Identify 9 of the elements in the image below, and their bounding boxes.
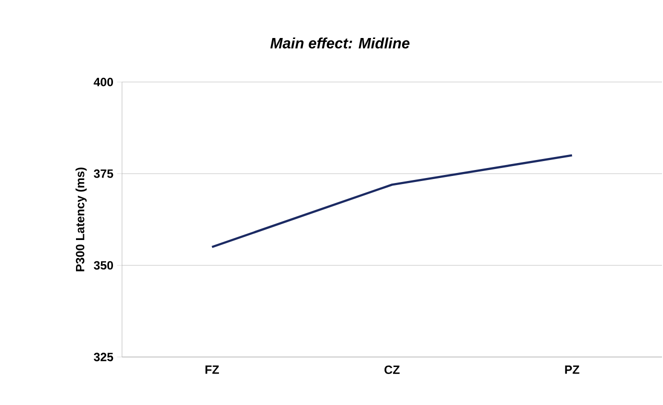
y-tick-label: 400 — [94, 78, 113, 86]
y-axis-title: P300 Latency (ms) — [76, 168, 87, 272]
y-tick-label: 375 — [94, 169, 114, 178]
x-tick-label: PZ — [565, 366, 580, 374]
y-tick-label: 325 — [94, 352, 114, 362]
y-tick-label: 350 — [94, 261, 113, 270]
x-tick-label: FZ — [205, 366, 219, 374]
x-tick-label: CZ — [384, 366, 400, 374]
chart-title: Main effect: Midline — [270, 38, 410, 48]
